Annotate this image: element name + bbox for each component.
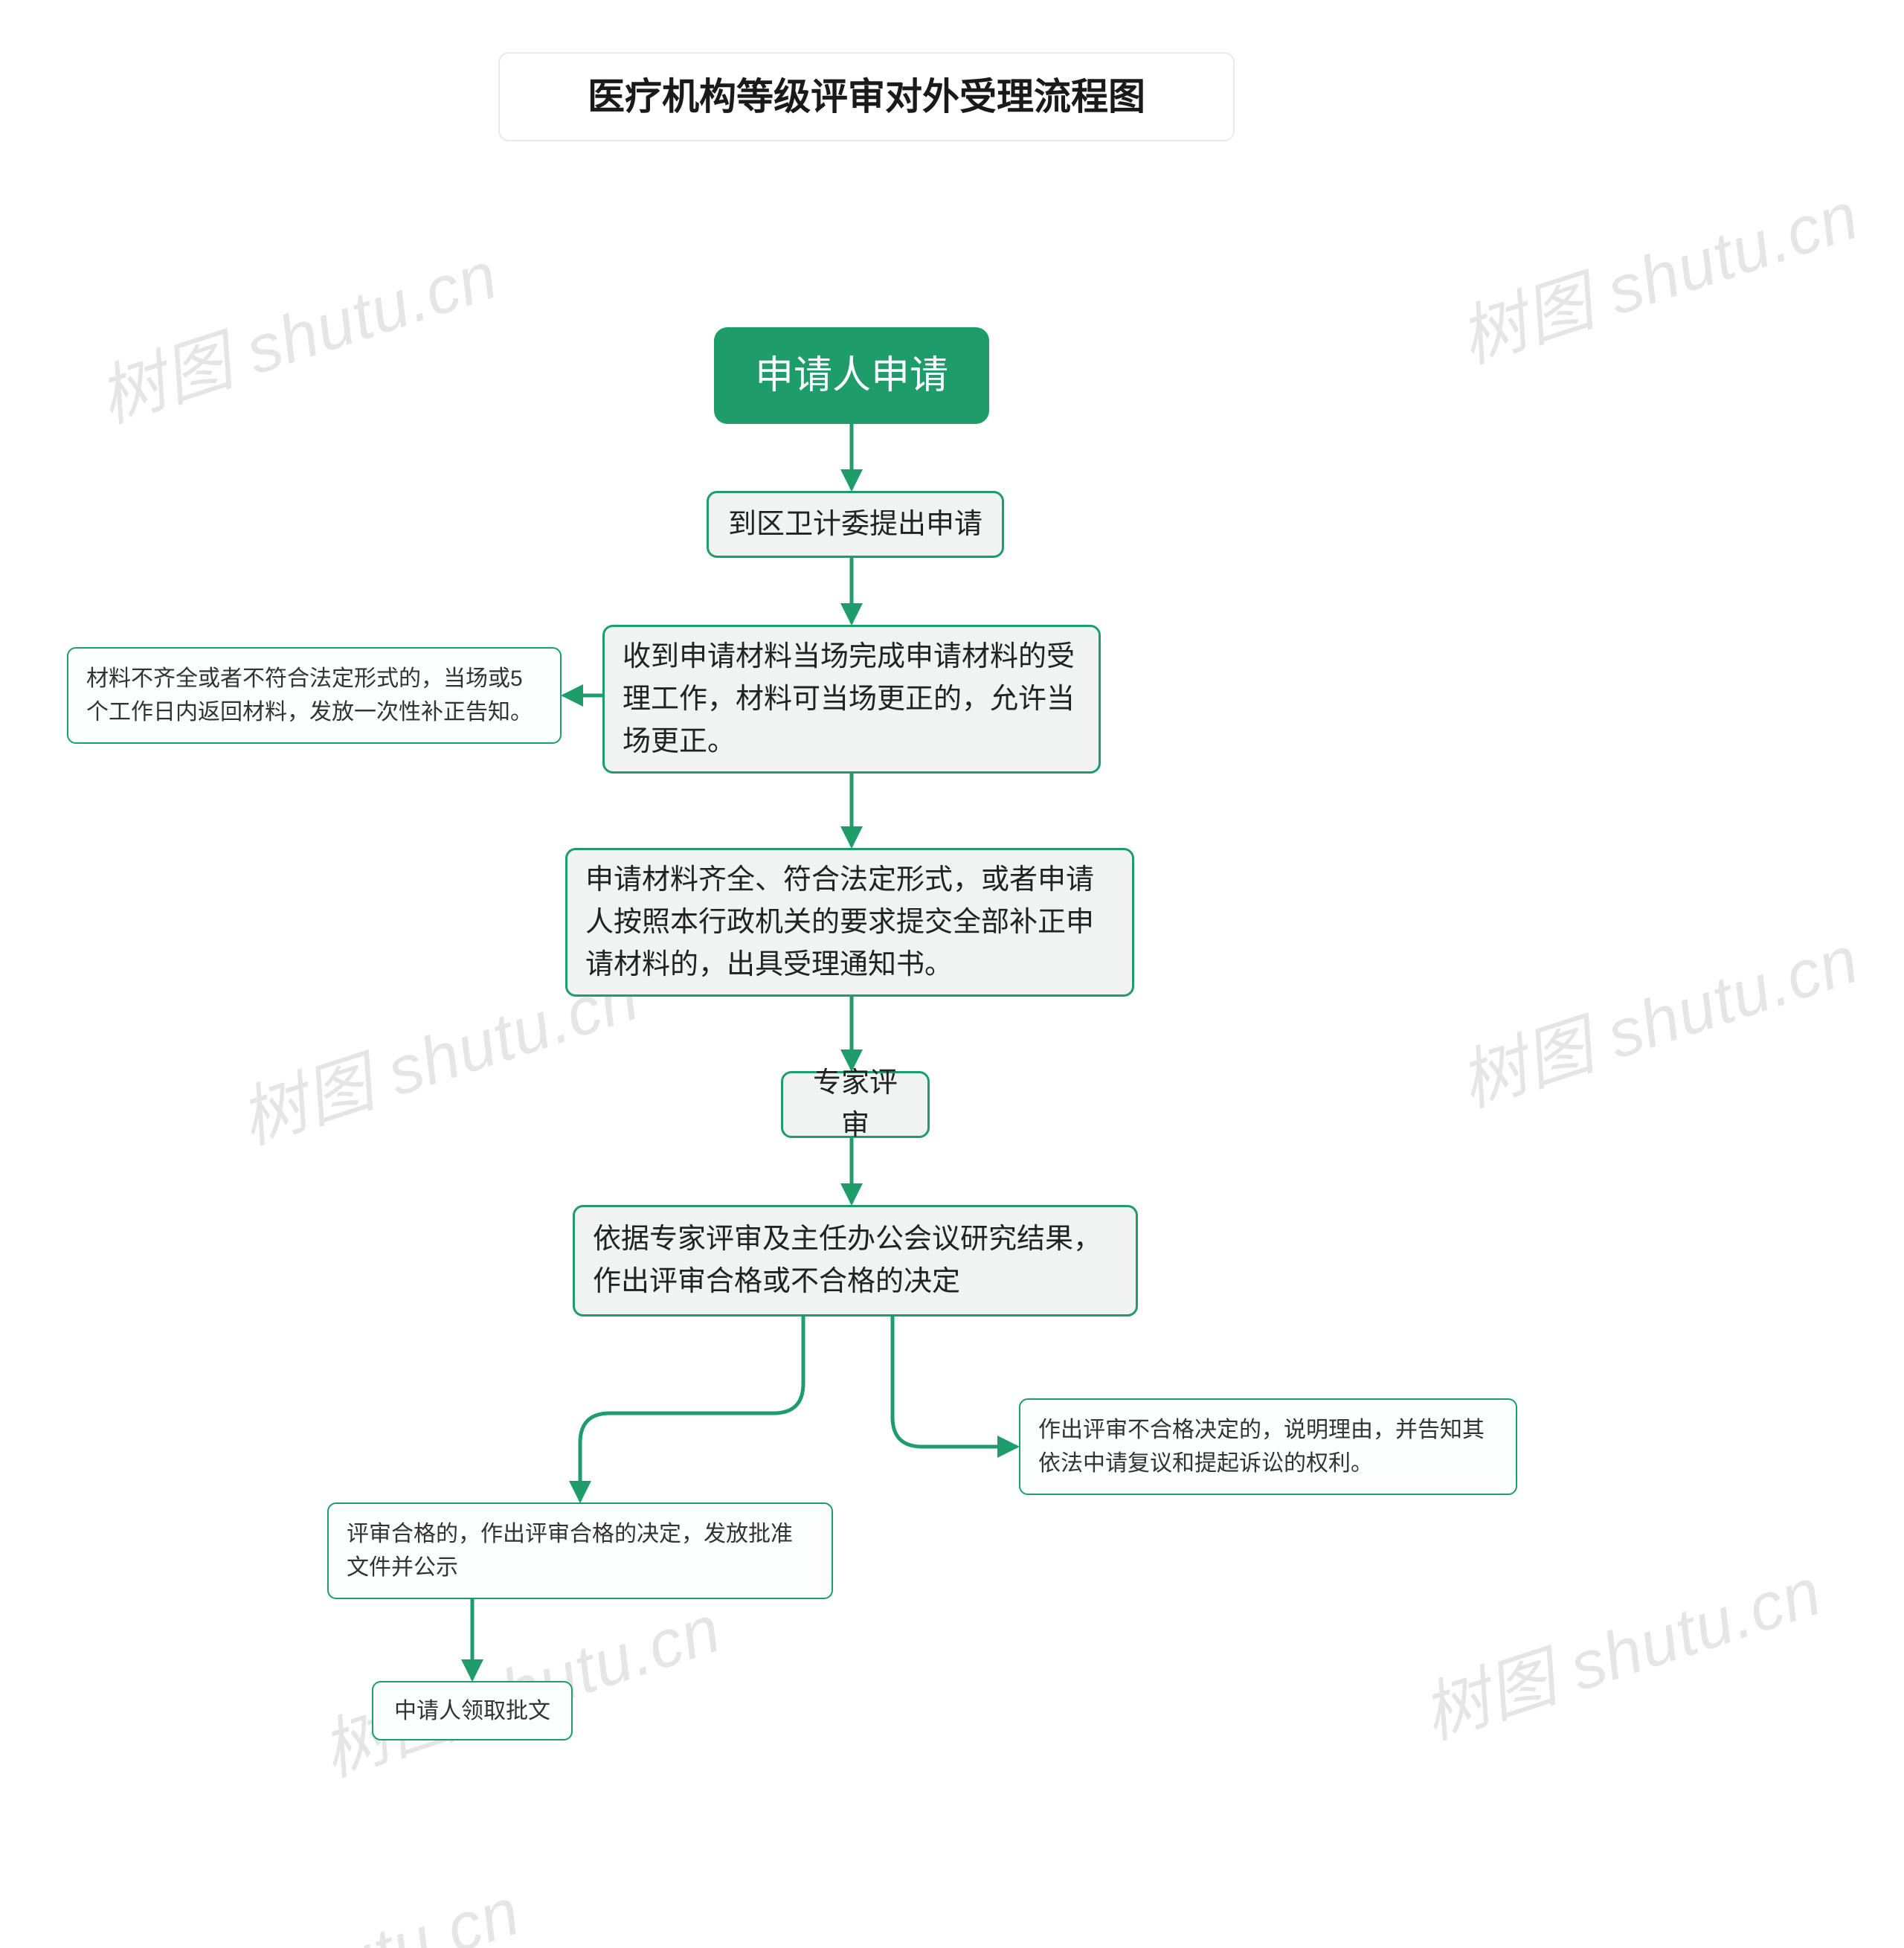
flow-node-n1: 到区卫计委提出申请 — [707, 491, 1004, 558]
flow-node-start: 申请人申请 — [714, 327, 989, 424]
flow-node-side2: 作出评审不合格决定的，说明理由，并告知其依法中请复议和提起诉讼的权利。 — [1019, 1398, 1517, 1495]
flow-node-n5: 依据专家评审及主任办公会议研究结果，作出评审合格或不合格的决定 — [573, 1205, 1138, 1317]
flow-node-n3: 申请材料齐全、符合法定形式，或者申请人按照本行政机关的要求提交全部补正申请材料的… — [565, 848, 1134, 997]
flow-node-label: 到区卫计委提出申请 — [728, 509, 982, 540]
diagram-title: 医疗机构等级评审对外受理流程图 — [498, 52, 1235, 141]
flow-node-n2: 收到申请材料当场完成申请材料的受理工作，材料可当场更正的，允许当场更正。 — [602, 625, 1101, 774]
flow-node-label: 申请人申请 — [755, 354, 948, 397]
flow-node-label: 依据专家评审及主任办公会议研究结果，作出评审合格或不合格的决定 — [593, 1224, 1101, 1297]
flow-node-label: 收到申请材料当场完成申请材料的受理工作，材料可当场更正的，允许当场更正。 — [623, 641, 1075, 757]
flow-node-side3: 评审合格的，作出评审合格的决定，发放批准文件并公示 — [327, 1502, 833, 1599]
flow-node-label: 中请人领取批文 — [394, 1699, 550, 1723]
flow-node-label: 申请材料齐全、符合法定形式，或者申请人按照本行政机关的要求提交全部补正申请材料的… — [585, 864, 1094, 980]
flow-node-label: 评审合格的，作出评审合格的决定，发放批准文件并公示 — [347, 1522, 793, 1580]
flow-node-label: 专家评审 — [813, 1067, 898, 1141]
flow-node-label: 材料不齐全或者不符合法定形式的，当场或5个工作日内返回材料，发放一次性补正告知。 — [86, 666, 533, 724]
flow-node-label: 作出评审不合格决定的，说明理由，并告知其依法中请复议和提起诉讼的权利。 — [1038, 1418, 1485, 1476]
flow-node-side4: 中请人领取批文 — [372, 1681, 573, 1740]
diagram-title-text: 医疗机构等级评审对外受理流程图 — [588, 69, 1145, 125]
flow-node-n4: 专家评审 — [781, 1071, 930, 1138]
flow-node-side1: 材料不齐全或者不符合法定形式的，当场或5个工作日内返回材料，发放一次性补正告知。 — [67, 647, 562, 744]
